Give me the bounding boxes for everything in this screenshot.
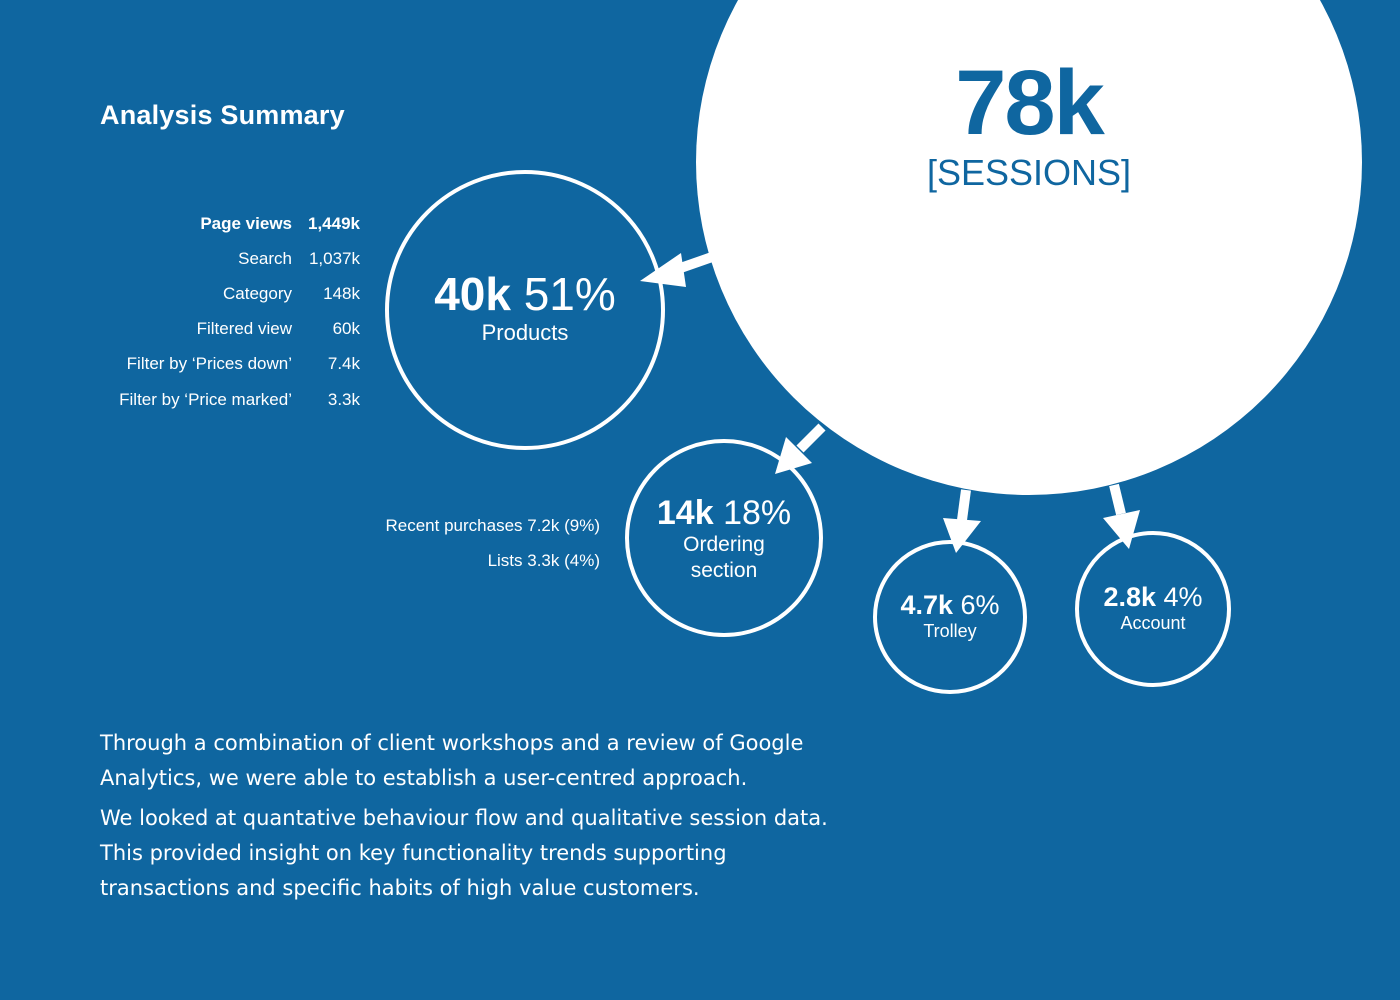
- page-title: Analysis Summary: [100, 100, 345, 130]
- ordering-caption-line1: Ordering: [683, 533, 765, 556]
- sessions-value: 78k: [955, 52, 1105, 154]
- stat-row-search: Search 1,037k: [60, 241, 360, 276]
- stat-row-category: Category 148k: [60, 276, 360, 311]
- account-value: 2.8k: [1103, 582, 1157, 612]
- stat-row-price-marked: Filter by ‘Price marked’ 3.3k: [60, 382, 360, 417]
- ordering-breakdown-item: Lists 3.3k (4%): [487, 551, 600, 570]
- products-value: 40k: [434, 268, 511, 320]
- arrow-to-products: [640, 252, 714, 287]
- products-label: 40k 51% Products: [434, 269, 616, 347]
- ordering-percent: 18%: [723, 494, 792, 532]
- stat-label: Category: [223, 283, 292, 303]
- stat-row-prices-down: Filter by ‘Prices down’ 7.4k: [60, 347, 360, 382]
- arrow-to-account: [1103, 483, 1140, 549]
- summary-paragraph: We looked at quantative behaviour flow a…: [100, 806, 828, 900]
- summary-paragraph: Through a combination of client workshop…: [100, 731, 804, 790]
- stat-label: Page views: [200, 213, 292, 233]
- sessions-circle: [696, 0, 1362, 495]
- account-percent: 4%: [1163, 582, 1203, 612]
- stat-value: 148k: [323, 283, 360, 303]
- account-label: 2.8k 4% Account: [1103, 582, 1202, 634]
- page-stats-table: Page views 1,449k Search 1,037k Category…: [60, 206, 360, 417]
- ordering-value: 14k: [656, 494, 714, 532]
- ordering-breakdown-item: Recent purchases 7.2k (9%): [385, 516, 601, 535]
- trolley-circle: [873, 540, 1027, 694]
- stat-value: 1,037k: [308, 248, 360, 268]
- products-caption: Products: [481, 320, 569, 345]
- stat-label: Search: [238, 248, 292, 268]
- account-circle: [1075, 531, 1231, 687]
- ordering-label: 14k 18% Ordering section: [657, 494, 791, 584]
- ordering-breakdown: Recent purchases 7.2k (9%) Lists 3.3k (4…: [300, 508, 601, 578]
- account-caption: Account: [1120, 613, 1186, 633]
- stat-value: 3.3k: [327, 389, 360, 409]
- trolley-label: 4.7k 6% Trolley: [900, 590, 999, 642]
- stat-row-page-views: Page views 1,449k: [60, 206, 360, 241]
- products-percent: 51%: [523, 268, 616, 320]
- stat-label: Filtered view: [196, 319, 292, 339]
- trolley-percent: 6%: [960, 590, 1000, 620]
- products-circle: [385, 170, 665, 450]
- stat-value: 1,449k: [308, 213, 360, 233]
- ordering-circle: [625, 439, 823, 637]
- arrow-to-trolley: [943, 489, 981, 553]
- arrow-to-ordering: [775, 423, 826, 474]
- ordering-caption-line2: section: [690, 559, 758, 582]
- stat-value: 60k: [332, 319, 360, 339]
- trolley-value: 4.7k: [900, 590, 954, 620]
- summary-description: Through a combination of client workshop…: [100, 726, 840, 911]
- stat-row-filtered-view: Filtered view 60k: [60, 312, 360, 347]
- stat-label: Filter by ‘Prices down’: [126, 354, 292, 374]
- trolley-caption: Trolley: [923, 621, 977, 641]
- stat-value: 7.4k: [327, 354, 360, 374]
- sessions-label: 78k [SESSIONS]: [927, 57, 1131, 193]
- sessions-caption: [SESSIONS]: [926, 152, 1132, 193]
- stat-label: Filter by ‘Price marked’: [119, 389, 292, 409]
